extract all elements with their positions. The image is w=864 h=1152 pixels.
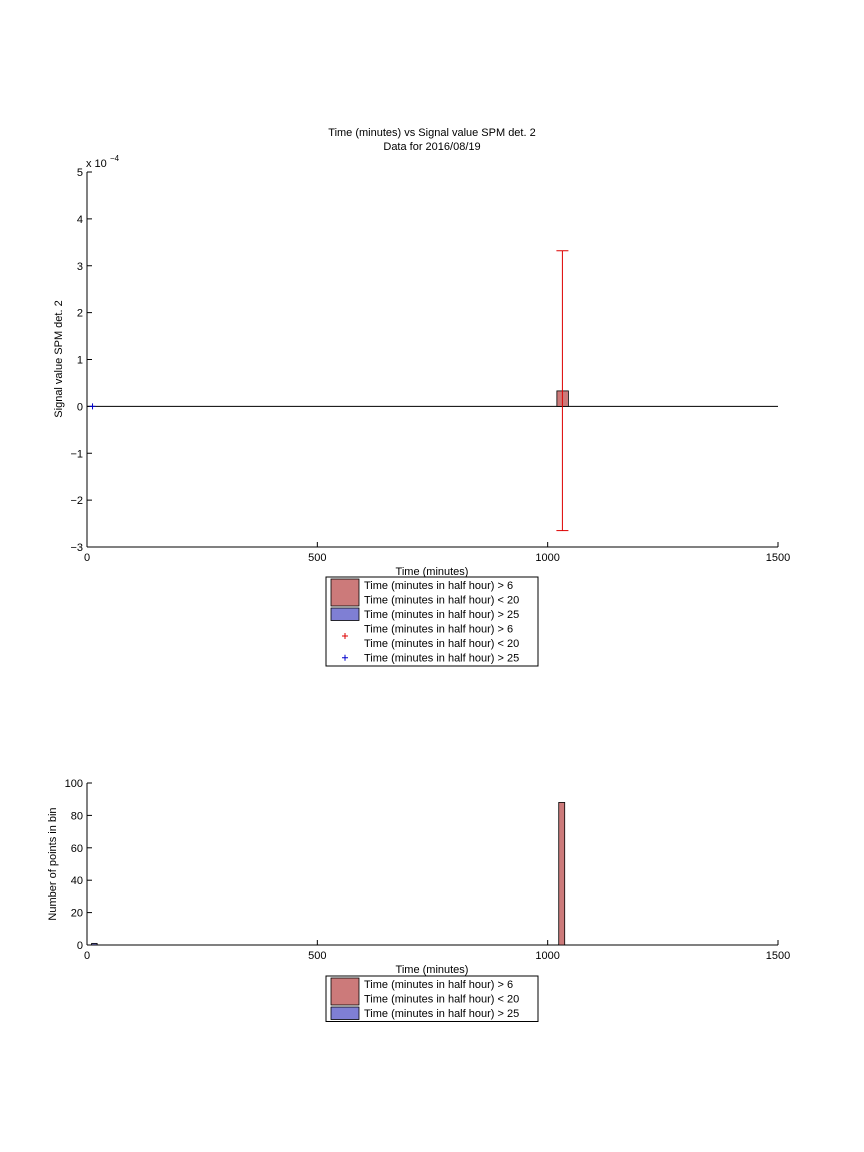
legend-label: Time (minutes in half hour) < 20 [364, 638, 519, 650]
data-point [89, 403, 96, 410]
y-exponent-label: x 10 −4 [86, 154, 120, 170]
legend-entry: Time (minutes in half hour) > 6 Time (min… [330, 578, 519, 607]
legend-label: Time (minutes in half hour) > 25 [364, 1008, 519, 1020]
signal-chart: Time (minutes) vs Signal value SPM det. … [53, 127, 790, 667]
x-tick-label: 0 [84, 950, 90, 962]
legend: Time (minutes in half hour) > 6 Time (min… [325, 576, 539, 667]
legend-swatch [330, 578, 360, 607]
legend-entry: Time (minutes in half hour) > 6 Time (min… [342, 624, 519, 650]
x-tick-label: 1000 [535, 552, 559, 564]
y-tick-label: 4 [77, 214, 83, 226]
y-tick-label: 100 [65, 778, 83, 790]
legend-label: Time (minutes in half hour) > 6 [364, 979, 513, 991]
legend-box [325, 576, 539, 667]
bar [558, 802, 566, 946]
y-axis-label: Signal value SPM det. 2 [53, 300, 65, 417]
y-tick-label: 60 [71, 843, 83, 855]
x-tick-label: 1500 [766, 950, 790, 962]
legend-marker [342, 654, 348, 661]
x-tick-label: 500 [308, 950, 326, 962]
legend-label: Time (minutes in half hour) < 20 [364, 994, 519, 1006]
plot-area: 0 500 1000 1500 −3 −2 −1 0 1 2 3 4 5 [70, 167, 790, 564]
bar [91, 942, 98, 946]
y-tick-label: −1 [70, 448, 83, 460]
legend: Time (minutes in half hour) > 6 Time (min… [325, 975, 539, 1022]
legend-entry: Time (minutes in half hour) > 6 Time (min… [330, 977, 519, 1006]
legend-swatch [330, 977, 360, 1006]
y-tick-label: 20 [71, 908, 83, 920]
legend-label: Time (minutes in half hour) > 25 [364, 609, 519, 621]
legend-swatch [330, 1006, 360, 1020]
legend-entry: Time (minutes in half hour) > 25 [330, 607, 519, 621]
legend-entry: Time (minutes in half hour) > 25 [330, 1006, 519, 1020]
y-tick-label: 80 [71, 810, 83, 822]
y-tick-label: −3 [70, 542, 83, 554]
x-axis-label: Time (minutes) [396, 964, 469, 976]
y-tick-label: 1 [77, 355, 83, 367]
y-axis-label: Number of points in bin [47, 807, 59, 920]
legend-label: Time (minutes in half hour) < 20 [364, 595, 519, 607]
chart-subtitle: Data for 2016/08/19 [383, 141, 480, 153]
x-tick-label: 500 [308, 552, 326, 564]
x-tick-label: 0 [84, 552, 90, 564]
y-tick-label: −2 [70, 495, 83, 507]
legend-label: Time (minutes in half hour) > 6 [364, 580, 513, 592]
y-tick-label: 3 [77, 261, 83, 273]
y-tick-label: 2 [77, 308, 83, 320]
y-tick-label: 40 [71, 875, 83, 887]
y-tick-label: 5 [77, 167, 83, 179]
chart-title: Time (minutes) vs Signal value SPM det. … [328, 127, 535, 139]
legend-marker [342, 633, 348, 639]
legend-label: Time (minutes in half hour) > 25 [364, 653, 519, 665]
legend-swatch [330, 607, 360, 621]
exponent-base: x 10 [86, 158, 107, 170]
legend-label: Time (minutes in half hour) > 6 [364, 624, 513, 636]
y-tick-label: 0 [77, 940, 83, 952]
x-tick-label: 1500 [766, 552, 790, 564]
x-tick-label: 1000 [535, 950, 559, 962]
legend-entry: Time (minutes in half hour) > 25 [342, 653, 519, 665]
exponent-power: −4 [110, 154, 120, 163]
plot-area: 0 500 1000 1500 0 20 40 60 80 100 [65, 778, 791, 962]
legend-box [325, 975, 539, 1022]
error-bar [556, 250, 569, 532]
y-tick-label: 0 [77, 401, 83, 413]
x-axis-label: Time (minutes) [396, 566, 469, 578]
